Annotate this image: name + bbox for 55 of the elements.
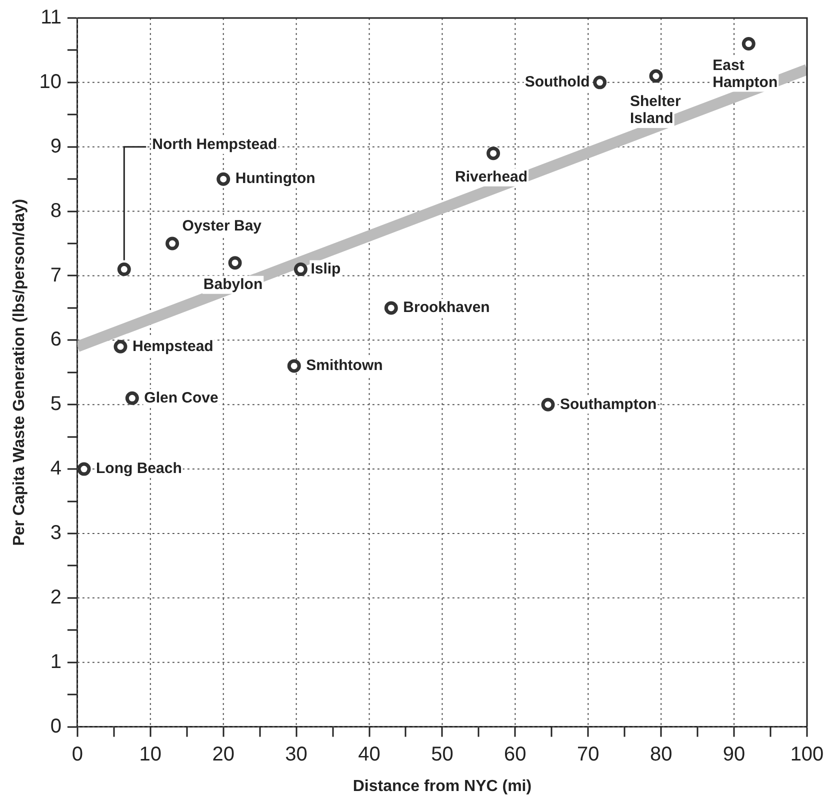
y-tick-label: 7 — [50, 264, 62, 286]
annotation: Glen Cove — [144, 389, 218, 406]
annotation: Southampton — [560, 396, 657, 413]
point — [287, 359, 301, 373]
x-tick-label: 0 — [72, 743, 84, 766]
point — [216, 172, 230, 186]
y-tick-label: 6 — [50, 328, 62, 351]
point — [649, 69, 663, 83]
annotation: Babylon — [203, 276, 263, 293]
x-tick-label: 60 — [504, 743, 526, 766]
x-tick-label: 100 — [790, 743, 824, 766]
y-axis-title: Per Capita Waste Generation (lbs/person/day) — [11, 198, 28, 546]
point — [294, 262, 308, 276]
annotation: Huntington — [235, 170, 316, 188]
x-axis-title: Distance from NYC (mi) — [352, 778, 532, 795]
y-tick-label: 10 — [39, 70, 62, 93]
y-tick-label: 8 — [50, 200, 62, 222]
point — [486, 146, 500, 160]
y-tick-label: 4 — [50, 458, 62, 480]
x-tick-label: 40 — [358, 743, 380, 766]
point — [541, 398, 555, 412]
point — [166, 236, 180, 250]
x-tick-label: 20 — [212, 743, 234, 766]
annotation: Brookhaven — [403, 299, 490, 316]
annotation: Smithtown — [306, 357, 383, 374]
point — [125, 391, 139, 405]
point — [593, 76, 607, 90]
y-tick-label: 5 — [50, 393, 62, 416]
annotation: Riverhead — [455, 168, 528, 186]
annotation: Hempstead — [132, 338, 214, 355]
annotation: East Hampton — [712, 56, 778, 91]
x-tick-label: 70 — [577, 743, 600, 766]
x-tick-label: 10 — [139, 743, 162, 766]
annotation: Long Beach — [96, 460, 182, 478]
y-tick-label: 0 — [50, 715, 62, 738]
x-tick-label: 80 — [650, 743, 672, 766]
annotation: Shelter Island — [630, 93, 681, 128]
x-tick-label: 90 — [722, 743, 746, 766]
y-tick-label: 3 — [50, 522, 62, 544]
point — [117, 262, 131, 276]
annotation: Oyster Bay — [182, 218, 262, 235]
annotation: Southold — [524, 74, 590, 91]
x-tick-label: 50 — [431, 743, 454, 766]
point — [228, 256, 242, 270]
y-tick-label: 11 — [40, 6, 62, 29]
point — [114, 340, 128, 354]
point — [742, 37, 756, 51]
x-tick-label: 30 — [285, 743, 308, 766]
y-tick-label: 1 — [50, 650, 62, 673]
annotation: Islip — [310, 260, 341, 278]
y-tick-label: 9 — [50, 135, 62, 158]
annotation: North Hempstead — [152, 136, 278, 154]
point — [77, 462, 91, 476]
y-tick-label: 2 — [50, 586, 62, 608]
point — [384, 301, 398, 315]
